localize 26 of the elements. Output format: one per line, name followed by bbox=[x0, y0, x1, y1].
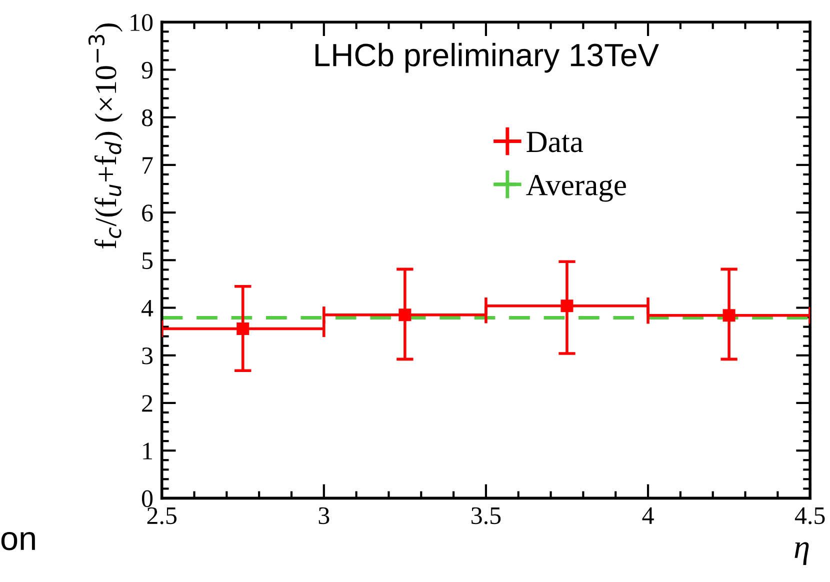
point bbox=[560, 300, 574, 312]
text: on bbox=[1, 532, 35, 550]
y-tick-label: 6 bbox=[142, 204, 153, 222]
y-tick-label: 9 bbox=[142, 62, 152, 79]
x-tick-label: 4.5 bbox=[794, 507, 825, 524]
text: f$_{c}$/(f$_{u}$+f$_{d}$) (×10$^{−3}$) bbox=[88, 23, 123, 249]
point bbox=[398, 308, 412, 322]
x-tick-label: 2.5 bbox=[147, 507, 176, 524]
y-tick-label: 1 bbox=[143, 442, 152, 460]
x-axis-title: η bbox=[794, 542, 809, 565]
x-tick-label: 3.5 bbox=[472, 507, 501, 524]
legend-label: Average bbox=[526, 174, 626, 202]
annotation: LHCb preliminary 13TeV bbox=[315, 42, 659, 73]
y-tick-label: 5 bbox=[142, 252, 153, 270]
y-tick-label: 0 bbox=[142, 490, 153, 508]
legend-label: Data bbox=[526, 132, 584, 152]
y-tick-label: 2 bbox=[142, 395, 152, 412]
point bbox=[722, 309, 736, 322]
y-tick-label: 4 bbox=[142, 300, 154, 316]
y-tick-label: 7 bbox=[142, 157, 153, 174]
point bbox=[236, 322, 250, 335]
y-tick-label: 8 bbox=[142, 109, 153, 126]
x-tick-label: 4 bbox=[642, 507, 654, 524]
x-tick-label: 3 bbox=[318, 507, 330, 524]
y-tick-label: 3 bbox=[142, 347, 153, 364]
y-tick-label: 10 bbox=[130, 14, 153, 32]
